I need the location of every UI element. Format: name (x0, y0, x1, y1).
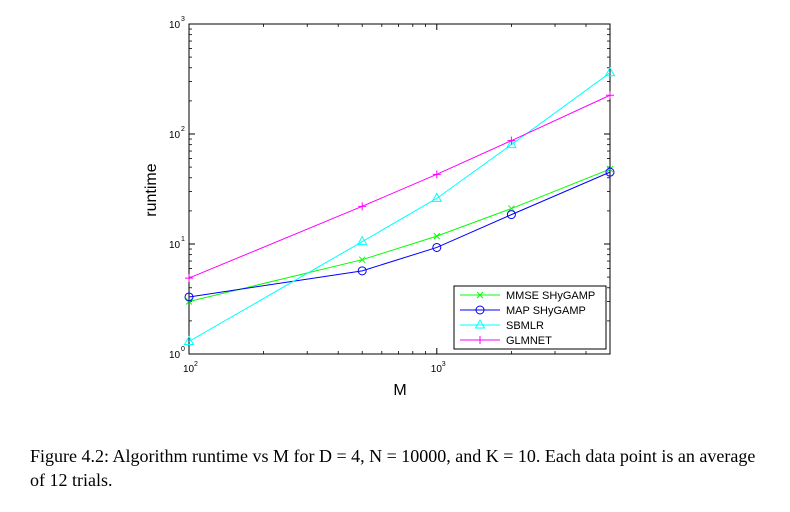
data-point (433, 232, 441, 240)
x-axis-label: M (393, 382, 406, 399)
data-point (185, 298, 193, 305)
series-line (188, 171, 611, 298)
legend-marker (474, 318, 486, 329)
data-point (506, 138, 517, 149)
x-tick-label: 10 (183, 364, 195, 375)
data-point (605, 167, 615, 177)
series-line (188, 72, 611, 342)
y-tick-label: 10 (169, 130, 181, 141)
y-tick-exponent: 0 (181, 346, 185, 353)
legend-marker (476, 336, 484, 344)
legend-label: MAP SHyGAMP (506, 305, 586, 317)
legend-item: SBMLR (460, 318, 544, 332)
y-tick-exponent: 3 (181, 16, 185, 23)
series-0 (185, 165, 614, 305)
data-point (357, 266, 367, 276)
data-point (606, 91, 614, 100)
data-point (432, 170, 441, 179)
y-tick-label: 10 (169, 350, 181, 361)
y-tick-label: 10 (169, 240, 181, 251)
major-ticks (188, 23, 610, 355)
legend-label: SBMLR (506, 320, 544, 332)
legend-box (453, 285, 607, 350)
data-point (358, 256, 366, 264)
series-layer (183, 66, 616, 345)
legend-label: GLMNET (506, 335, 552, 347)
y-axis-label: runtime (143, 163, 160, 216)
legend-item: MAP SHyGAMP (460, 305, 586, 317)
legend-label: MMSE SHyGAMP (506, 290, 595, 302)
legend-item: GLMNET (460, 335, 552, 347)
series-2 (183, 66, 616, 345)
data-point (604, 66, 616, 77)
x-tick-exponent: 3 (442, 361, 446, 368)
legend: MMSE SHyGAMP MAP SHyGAMP SBMLR GLMNET (453, 285, 607, 350)
data-point (508, 205, 515, 212)
series-3 (185, 91, 614, 283)
legend-marker (476, 291, 484, 299)
data-point (358, 202, 367, 211)
figure-caption: Figure 4.2: Algorithm runtime vs M for D… (30, 446, 756, 490)
data-point (431, 192, 443, 202)
y-tick-exponent: 2 (181, 126, 185, 133)
data-point (606, 165, 614, 173)
x-tick-exponent: 2 (194, 361, 198, 368)
legend-marker (475, 305, 485, 315)
data-point (356, 235, 368, 246)
series-1 (184, 167, 615, 302)
y-tick-label: 10 (169, 20, 181, 31)
data-point (184, 292, 194, 302)
data-point (185, 274, 193, 283)
data-point (183, 335, 195, 345)
data-point (507, 136, 516, 145)
data-point (506, 210, 516, 220)
minor-ticks (189, 24, 610, 354)
legend-item: MMSE SHyGAMP (460, 290, 595, 302)
y-tick-exponent: 1 (181, 236, 185, 243)
x-tick-label: 10 (431, 364, 443, 375)
data-point (432, 242, 442, 252)
